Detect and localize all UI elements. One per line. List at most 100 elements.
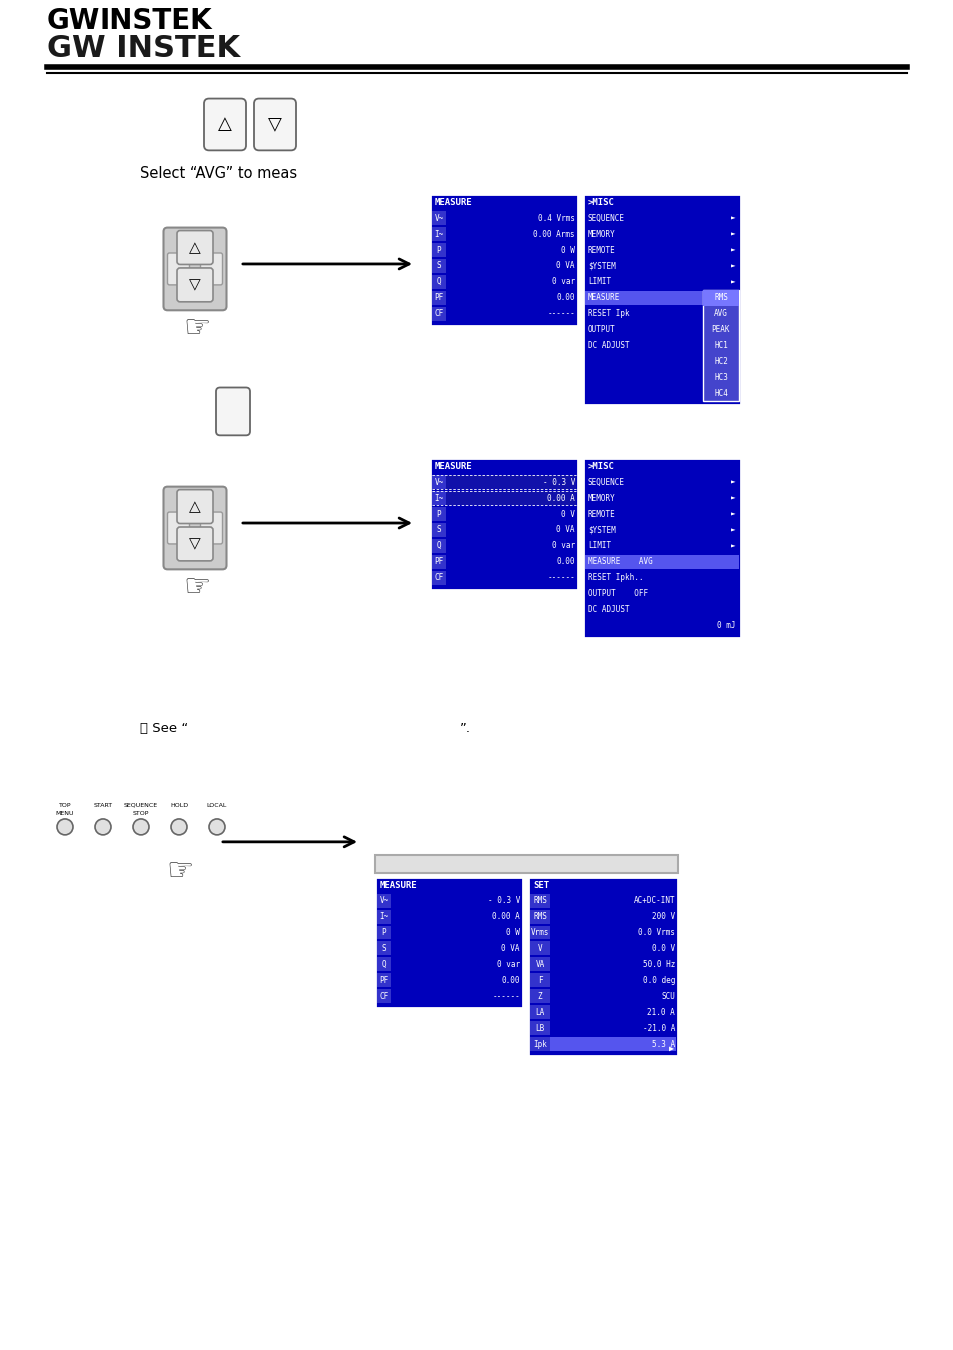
FancyBboxPatch shape [432, 243, 446, 256]
Circle shape [209, 819, 225, 834]
Text: AVG: AVG [713, 309, 727, 319]
Text: MEASURE: MEASURE [435, 462, 472, 471]
FancyBboxPatch shape [177, 231, 213, 265]
FancyBboxPatch shape [163, 486, 226, 570]
Text: Q: Q [436, 541, 441, 551]
Text: 0 var: 0 var [497, 960, 519, 969]
Text: MEASURE    AVG: MEASURE AVG [587, 558, 652, 567]
Text: P: P [381, 927, 386, 937]
Text: ►: ► [731, 230, 735, 239]
Text: Q: Q [436, 277, 441, 286]
FancyBboxPatch shape [582, 194, 740, 405]
Text: START: START [93, 803, 112, 807]
FancyBboxPatch shape [376, 926, 391, 940]
Text: 200 V: 200 V [651, 913, 675, 921]
Text: LB: LB [535, 1023, 544, 1033]
FancyBboxPatch shape [530, 1006, 550, 1019]
Text: ►: ► [731, 478, 735, 486]
Text: 0 VA: 0 VA [556, 262, 575, 270]
Text: ------: ------ [547, 309, 575, 319]
FancyBboxPatch shape [163, 228, 226, 310]
Text: ►: ► [731, 494, 735, 502]
Text: F: F [537, 976, 541, 986]
Text: AC+DC-INT: AC+DC-INT [633, 896, 675, 905]
Text: S: S [381, 944, 386, 953]
Text: ☞: ☞ [183, 315, 211, 343]
Text: MEMORY: MEMORY [587, 494, 615, 502]
FancyBboxPatch shape [702, 290, 739, 401]
Text: SEQUENCE: SEQUENCE [124, 803, 158, 807]
Text: HC3: HC3 [713, 373, 727, 382]
Text: ►: ► [731, 541, 735, 551]
Text: PEAK: PEAK [711, 325, 729, 335]
Text: LA: LA [535, 1007, 544, 1017]
Text: ▽: ▽ [189, 277, 201, 293]
FancyBboxPatch shape [530, 894, 550, 907]
FancyBboxPatch shape [376, 957, 391, 972]
Text: SET: SET [533, 880, 549, 890]
Text: OUTPUT: OUTPUT [587, 325, 615, 335]
Text: S: S [436, 262, 441, 270]
Text: DC ADJUST: DC ADJUST [587, 342, 629, 350]
Text: P: P [436, 246, 441, 255]
Text: 0.4 Vrms: 0.4 Vrms [537, 213, 575, 223]
Text: △: △ [189, 500, 201, 514]
Text: RESET Ipk: RESET Ipk [587, 309, 629, 319]
Text: △: △ [218, 116, 232, 134]
FancyBboxPatch shape [376, 910, 391, 923]
Text: MEASURE: MEASURE [379, 880, 417, 890]
FancyBboxPatch shape [253, 99, 295, 150]
Text: Vrms: Vrms [530, 927, 549, 937]
FancyBboxPatch shape [432, 227, 446, 242]
FancyBboxPatch shape [432, 491, 576, 505]
FancyBboxPatch shape [432, 491, 446, 505]
Text: PF: PF [434, 558, 443, 567]
Text: ▽: ▽ [189, 536, 201, 551]
FancyBboxPatch shape [177, 490, 213, 524]
Text: ▽: ▽ [268, 116, 282, 134]
Text: HC1: HC1 [713, 342, 727, 350]
Text: MEMORY: MEMORY [587, 230, 615, 239]
Text: 0.0 Vrms: 0.0 Vrms [638, 927, 675, 937]
FancyBboxPatch shape [215, 387, 250, 435]
FancyBboxPatch shape [530, 1021, 550, 1035]
Text: I~: I~ [434, 230, 443, 239]
Text: S: S [436, 525, 441, 535]
Text: 0.00 A: 0.00 A [492, 913, 519, 921]
Text: 50.0 Hz: 50.0 Hz [642, 960, 675, 969]
Text: I~: I~ [379, 913, 388, 921]
Text: ------: ------ [547, 574, 575, 582]
Text: LIMIT: LIMIT [587, 277, 611, 286]
FancyBboxPatch shape [432, 522, 446, 537]
Text: 0 VA: 0 VA [556, 525, 575, 535]
Text: >MISC: >MISC [587, 462, 615, 471]
Text: ------: ------ [492, 992, 519, 1000]
Text: ☞: ☞ [166, 857, 193, 886]
Text: 0.0 deg: 0.0 deg [642, 976, 675, 986]
Text: ►: ► [731, 277, 735, 286]
Text: 0.00 Arms: 0.00 Arms [533, 230, 575, 239]
FancyBboxPatch shape [432, 211, 446, 225]
FancyBboxPatch shape [177, 526, 213, 560]
Text: V~: V~ [434, 213, 443, 223]
Text: REMOTE: REMOTE [587, 246, 615, 255]
FancyBboxPatch shape [177, 267, 213, 302]
Text: GW INSTEK: GW INSTEK [47, 34, 240, 62]
FancyBboxPatch shape [530, 910, 550, 923]
Text: SEQUENCE: SEQUENCE [587, 478, 624, 486]
Text: ►: ► [731, 213, 735, 223]
FancyBboxPatch shape [432, 475, 576, 489]
FancyBboxPatch shape [530, 941, 550, 956]
Text: ”.: ”. [459, 722, 471, 736]
FancyBboxPatch shape [582, 458, 740, 637]
Text: - 0.3 V: - 0.3 V [487, 896, 519, 905]
Text: $YSTEM: $YSTEM [587, 525, 615, 535]
Text: CF: CF [434, 574, 443, 582]
Text: MEASURE: MEASURE [435, 198, 472, 207]
FancyBboxPatch shape [584, 555, 739, 568]
FancyBboxPatch shape [168, 512, 190, 544]
Text: 0 W: 0 W [560, 246, 575, 255]
FancyBboxPatch shape [200, 252, 222, 285]
FancyBboxPatch shape [430, 194, 578, 325]
Text: ☞: ☞ [183, 574, 211, 602]
